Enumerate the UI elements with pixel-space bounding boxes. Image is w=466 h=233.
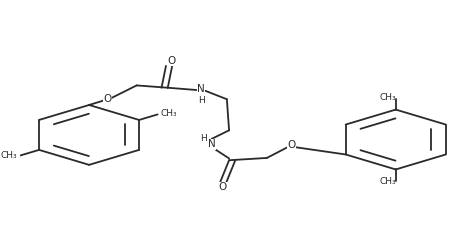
Text: H: H <box>200 134 207 143</box>
Text: O: O <box>103 94 112 104</box>
Text: O: O <box>219 182 227 192</box>
Text: CH₃: CH₃ <box>1 151 18 161</box>
Text: CH₃: CH₃ <box>161 109 177 118</box>
Text: N: N <box>197 84 205 94</box>
Text: CH₃: CH₃ <box>379 177 396 186</box>
Text: N: N <box>208 139 216 149</box>
Text: O: O <box>167 56 175 66</box>
Text: CH₃: CH₃ <box>379 93 396 102</box>
Text: O: O <box>287 140 295 150</box>
Text: H: H <box>198 96 205 105</box>
